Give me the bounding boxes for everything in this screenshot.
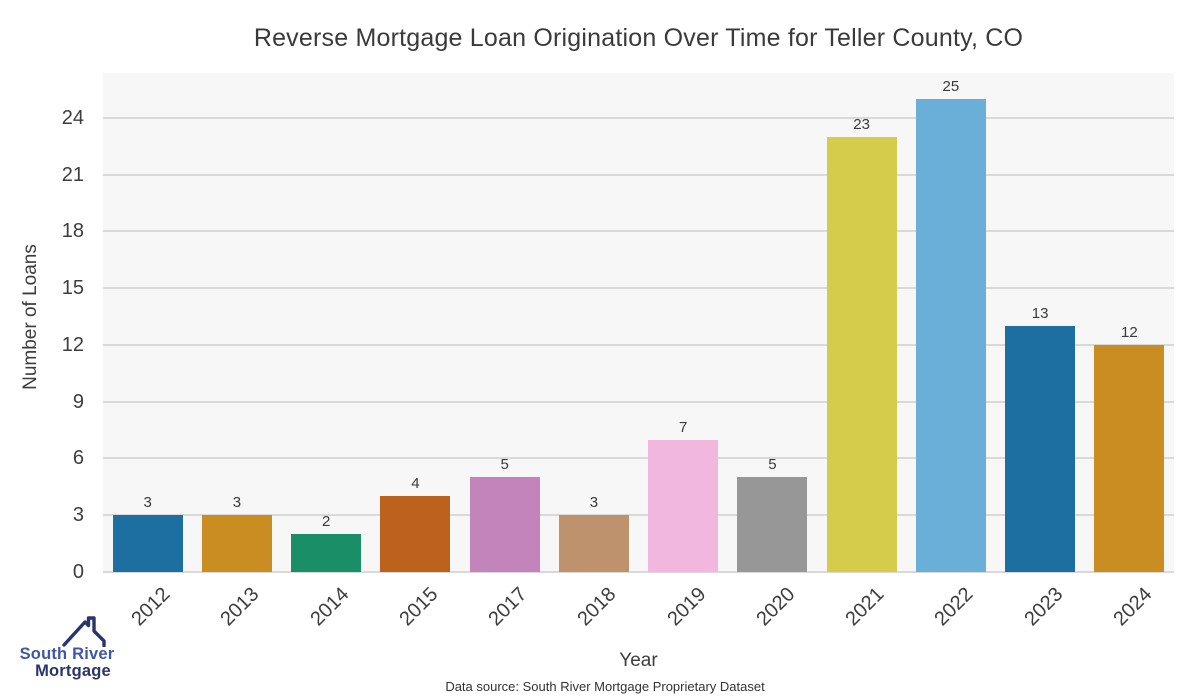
bar-2017 [469, 477, 540, 572]
logo-text-line2: Mortgage [35, 662, 111, 680]
y-tick-label: 3 [72, 504, 84, 527]
bar-value-label: 12 [1121, 323, 1138, 341]
bar-2015 [380, 496, 451, 572]
y-tick-label: 9 [72, 390, 84, 413]
y-tick-label: 15 [61, 277, 84, 300]
y-tick-label: 24 [61, 106, 84, 129]
bar-value-label: 7 [678, 418, 688, 436]
x-tick-label: 2013 [216, 583, 264, 631]
x-tick-label: 2017 [484, 583, 532, 631]
y-axis-tick-labels: 0 3 6 9 12 15 18 21 24 [0, 73, 84, 583]
bar-value-label: 13 [1031, 305, 1049, 323]
gridline [103, 230, 1174, 233]
gridline [103, 173, 1174, 176]
bar-2020 [737, 477, 808, 572]
bar-2021 [826, 136, 897, 572]
data-source-note: Data source: South River Mortgage Propri… [445, 679, 765, 694]
bar-value-label: 23 [853, 115, 870, 133]
bar-2013 [201, 515, 272, 572]
plot-area: 3 3 2 4 5 3 7 5 23 25 13 12 [103, 73, 1174, 573]
x-axis-tick-labels: 2012 2013 2014 2015 2017 2018 2019 2020 2021 2022… [103, 572, 1174, 657]
bar-2014 [291, 534, 362, 572]
bar-2023 [1005, 326, 1076, 572]
gridline [103, 287, 1174, 290]
x-tick-label: 2012 [127, 583, 175, 631]
bar-value-label: 5 [768, 456, 777, 474]
x-tick-label: 2014 [305, 583, 353, 631]
x-tick-label: 2018 [573, 583, 621, 631]
bar-value-label: 5 [500, 456, 509, 474]
y-tick-label: 6 [72, 447, 84, 470]
gridline [103, 457, 1174, 460]
x-tick-label: 2022 [930, 583, 978, 631]
y-tick-label: 12 [61, 333, 84, 356]
gridline [103, 400, 1174, 403]
x-tick-label: 2020 [752, 583, 800, 631]
y-tick-label: 18 [61, 220, 84, 243]
bar-value-label: 3 [589, 494, 599, 512]
gridline [103, 343, 1174, 346]
bar-value-label: 4 [411, 475, 420, 493]
house-roof-icon [62, 616, 106, 647]
x-axis-title: Year [619, 650, 658, 671]
bar-2012 [112, 515, 183, 572]
gridline [103, 571, 1174, 573]
bar-2019 [648, 439, 719, 572]
bar-value-label: 25 [942, 78, 960, 95]
y-tick-label: 21 [61, 163, 84, 186]
logo: South River Mortgage [18, 616, 116, 681]
bar-value-label: 3 [143, 494, 152, 512]
bar-value-label: 3 [232, 494, 242, 512]
bar-2018 [558, 515, 629, 572]
chart-title: Reverse Mortgage Loan Origination Over T… [253, 24, 1024, 52]
bar-2024 [1094, 344, 1165, 572]
bar-value-label: 2 [321, 513, 331, 531]
logo-text-line1: South River [19, 645, 115, 663]
bar-2022 [915, 99, 986, 572]
gridline [103, 116, 1174, 119]
gridline [103, 514, 1174, 517]
x-tick-label: 2015 [395, 583, 443, 631]
x-tick-label: 2024 [1109, 583, 1157, 631]
x-tick-label: 2021 [841, 583, 889, 631]
y-tick-label: 0 [72, 561, 84, 583]
x-tick-label: 2019 [662, 583, 710, 631]
x-tick-label: 2023 [1019, 583, 1067, 631]
